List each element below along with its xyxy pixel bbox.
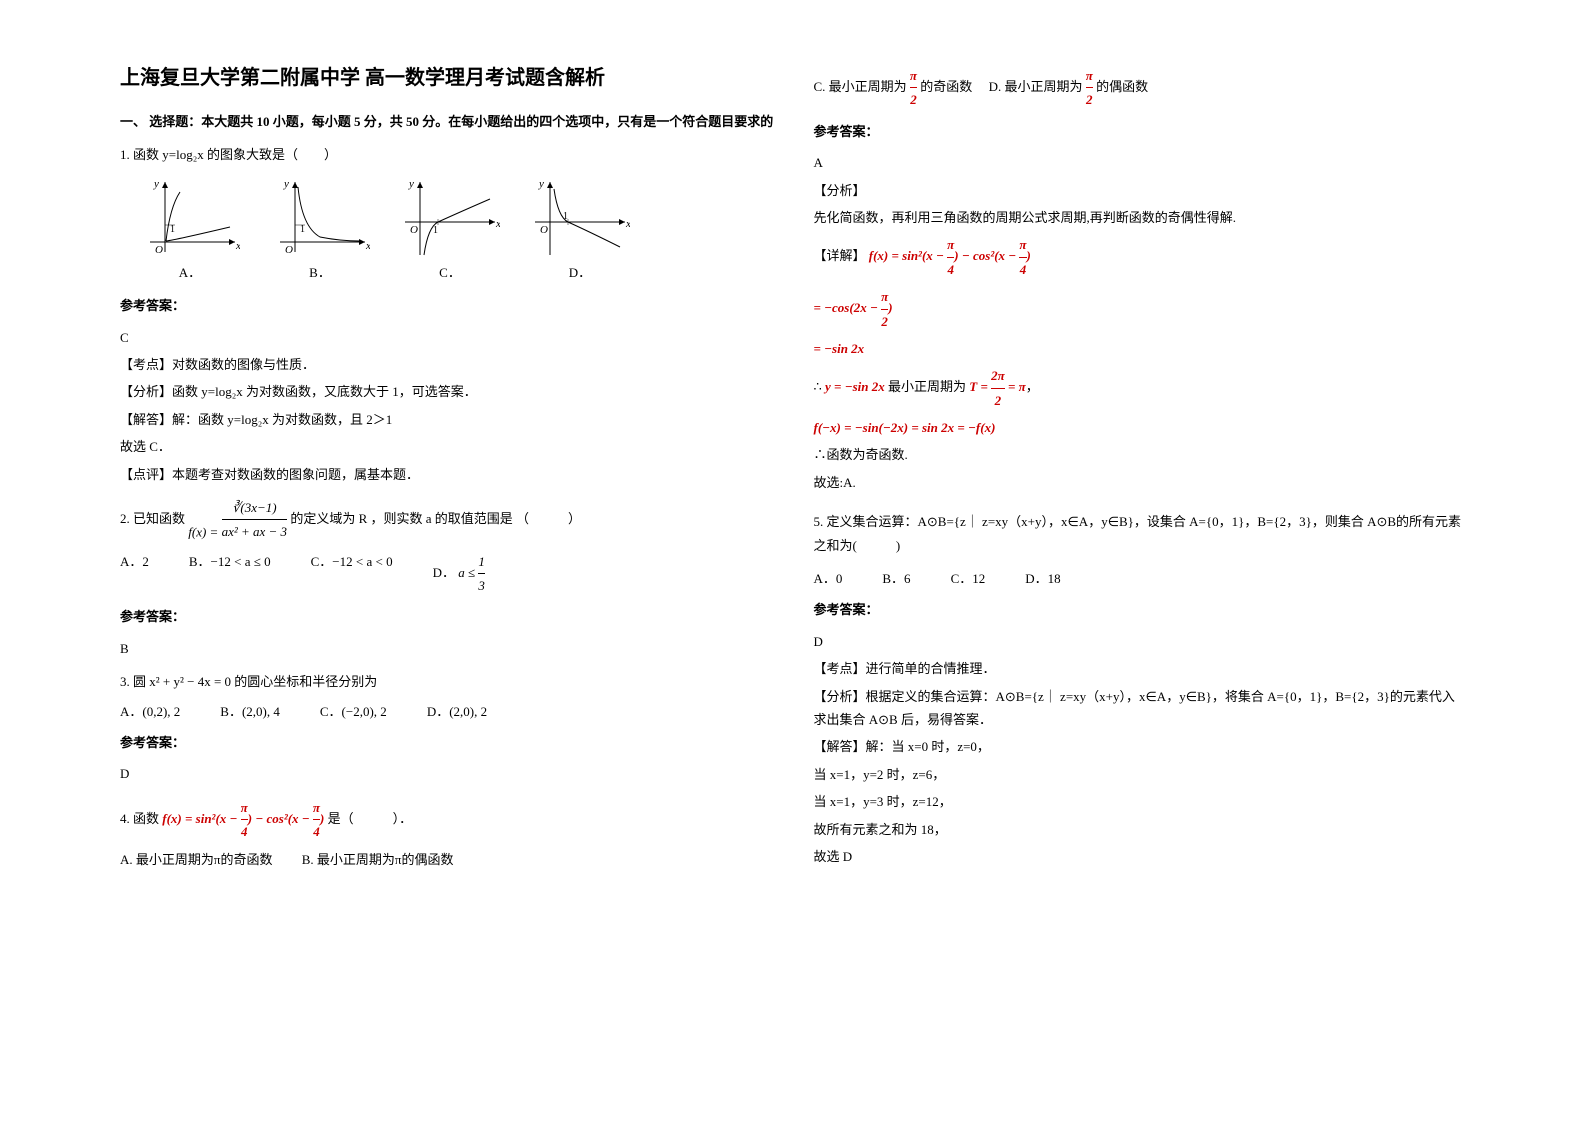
q4-step2: = −sin 2x bbox=[814, 337, 1468, 360]
svg-text:1: 1 bbox=[563, 211, 568, 222]
question-2: 2. 已知函数 f(x) = ∛(3x−1)ax² + ax − 3 的定义域为… bbox=[120, 496, 774, 660]
svg-text:y: y bbox=[538, 178, 544, 190]
svg-text:y: y bbox=[408, 178, 414, 190]
q1-graph-b: x y O 1 B． bbox=[270, 177, 370, 284]
q1-text: 1. 函数 y=log₂x 的图象大致是（ ） bbox=[120, 143, 774, 166]
q3-opt-c: C．(−2,0), 2 bbox=[320, 700, 387, 723]
q1-answer: C bbox=[120, 326, 774, 349]
svg-text:1: 1 bbox=[170, 224, 175, 235]
svg-text:O: O bbox=[540, 224, 548, 236]
graph-a-svg: x y O 1 bbox=[140, 177, 240, 257]
q5-answer-label: 参考答案： bbox=[814, 598, 1468, 621]
graph-d-svg: x y O 1 bbox=[530, 177, 630, 257]
q4-answer-label: 参考答案： bbox=[814, 120, 1468, 143]
graph-b-svg: x y O 1 bbox=[270, 177, 370, 257]
q5-a3: 【解答】解：当 x=0 时，z=0， bbox=[814, 735, 1468, 758]
graph-c-svg: x y O 1 bbox=[400, 177, 500, 257]
q4-detail-formula: f(x) = sin²(x − π4) − cos²(x − π4) bbox=[869, 248, 1031, 263]
pi-over-2-d: π2 bbox=[1086, 64, 1093, 112]
svg-text:y: y bbox=[153, 178, 159, 190]
question-4: 4. 函数 f(x) = sin²(x − π4) − cos²(x − π4)… bbox=[120, 796, 774, 871]
q4-odd: f(−x) = −sin(−2x) = sin 2x = −f(x) bbox=[814, 416, 1468, 439]
q4-formula: f(x) = sin²(x − π4) − cos²(x − π4) bbox=[162, 811, 324, 826]
q2-options: A．2 B．−12 < a ≤ 0 C．−12 < a < 0 D． a ≤ 1… bbox=[120, 550, 774, 598]
q5-opt-d: D．18 bbox=[1025, 567, 1060, 590]
q5-a1: 【考点】进行简单的合情推理． bbox=[814, 657, 1468, 680]
q5-answer: D bbox=[814, 630, 1468, 653]
q4-period: ∴ y = −sin 2x 最小正周期为 T = 2π2 = π， bbox=[814, 364, 1468, 412]
question-5: 5. 定义集合运算：A⊙B={z｜ z=xy（x+y），x∈A，y∈B}，设集合… bbox=[814, 510, 1468, 868]
q4-a6: 故选:A. bbox=[814, 471, 1468, 494]
q2-opt-d: D． a ≤ 13 bbox=[433, 550, 485, 598]
svg-text:O: O bbox=[410, 224, 418, 236]
q5-a4: 当 x=1，y=2 时，z=6， bbox=[814, 763, 1468, 786]
q3-options: A．(0,2), 2 B．(2,0), 4 C．(−2,0), 2 D．(2,0… bbox=[120, 700, 774, 723]
q1-a2: 【分析】函数 y=log₂x 为对数函数，又底数大于 1，可选答案． bbox=[120, 380, 774, 403]
q3-answer-label: 参考答案： bbox=[120, 731, 774, 754]
svg-text:x: x bbox=[365, 240, 370, 252]
svg-text:1: 1 bbox=[433, 225, 438, 236]
pi-over-2-c: π2 bbox=[910, 64, 917, 112]
q4-opts-cd: C. 最小正周期为 π2 的奇函数 D. 最小正周期为 π2 的偶函数 bbox=[814, 64, 1468, 112]
q1-opt-c: C． bbox=[439, 261, 461, 284]
svg-text:1: 1 bbox=[300, 224, 305, 235]
q3-opt-b: B．(2,0), 4 bbox=[220, 700, 280, 723]
q1-a4: 故选 C． bbox=[120, 435, 774, 458]
q5-opt-b: B．6 bbox=[882, 567, 910, 590]
q2-answer: B bbox=[120, 637, 774, 660]
q2-opt-b: B．−12 < a ≤ 0 bbox=[189, 550, 271, 598]
q1-graph-d: x y O 1 D． bbox=[530, 177, 630, 284]
q4-answer: A bbox=[814, 151, 1468, 174]
q5-a5: 当 x=1，y=3 时，z=12， bbox=[814, 790, 1468, 813]
q4-a5: ∴函数为奇函数. bbox=[814, 443, 1468, 466]
svg-text:x: x bbox=[625, 218, 630, 230]
q1-graphs: x y O 1 A． x y O 1 bbox=[140, 177, 774, 284]
left-column: 上海复旦大学第二附属中学 高一数学理月考试题含解析 一、 选择题：本大题共 10… bbox=[100, 60, 794, 1062]
q3-opt-a: A．(0,2), 2 bbox=[120, 700, 180, 723]
q1-opt-a: A． bbox=[179, 261, 201, 284]
q1-answer-label: 参考答案： bbox=[120, 294, 774, 317]
section-1-header: 一、 选择题：本大题共 10 小题，每小题 5 分，共 50 分。在每小题给出的… bbox=[120, 110, 774, 133]
q1-opt-d: D． bbox=[569, 261, 591, 284]
q4-opts-ab: A. 最小正周期为π的奇函数 B. 最小正周期为π的偶函数 bbox=[120, 848, 774, 871]
q2-opt-a: A．2 bbox=[120, 550, 149, 598]
q4-step1: = −cos(2x − π2) bbox=[814, 285, 1468, 333]
q5-text: 5. 定义集合运算：A⊙B={z｜ z=xy（x+y），x∈A，y∈B}，设集合… bbox=[814, 510, 1468, 557]
q3-text: 3. 圆 x² + y² − 4x = 0 的圆心坐标和半径分别为 bbox=[120, 670, 774, 693]
q2-answer-label: 参考答案： bbox=[120, 605, 774, 628]
q5-opt-a: A．0 bbox=[814, 567, 843, 590]
q1-a3: 【解答】解：函数 y=log₂x 为对数函数，且 2＞1 bbox=[120, 408, 774, 431]
q4-a3-line: 【详解】 f(x) = sin²(x − π4) − cos²(x − π4) bbox=[814, 233, 1468, 281]
svg-text:O: O bbox=[155, 244, 163, 256]
q3-answer: D bbox=[120, 762, 774, 785]
q2-text: 2. 已知函数 f(x) = ∛(3x−1)ax² + ax − 3 的定义域为… bbox=[120, 496, 774, 544]
q4-text: 4. 函数 f(x) = sin²(x − π4) − cos²(x − π4)… bbox=[120, 796, 774, 844]
q4-a1: 【分析】 bbox=[814, 179, 1468, 202]
svg-text:O: O bbox=[285, 244, 293, 256]
q5-a7: 故选 D bbox=[814, 845, 1468, 868]
q5-a2: 【分析】根据定义的集合运算：A⊙B={z｜ z=xy（x+y），x∈A，y∈B}… bbox=[814, 685, 1468, 732]
page-title: 上海复旦大学第二附属中学 高一数学理月考试题含解析 bbox=[120, 60, 774, 96]
question-1: 1. 函数 y=log₂x 的图象大致是（ ） x y O 1 A． bbox=[120, 143, 774, 486]
q5-a6: 故所有元素之和为 18， bbox=[814, 818, 1468, 841]
svg-text:x: x bbox=[235, 240, 240, 252]
svg-text:x: x bbox=[495, 218, 500, 230]
svg-text:y: y bbox=[283, 178, 289, 190]
question-3: 3. 圆 x² + y² − 4x = 0 的圆心坐标和半径分别为 A．(0,2… bbox=[120, 670, 774, 786]
q4-a2: 先化简函数，再利用三角函数的周期公式求周期,再判断函数的奇偶性得解. bbox=[814, 206, 1468, 229]
q5-opt-c: C．12 bbox=[951, 567, 986, 590]
q2-formula: f(x) = ∛(3x−1)ax² + ax − 3 bbox=[188, 496, 287, 544]
q1-a5: 【点评】本题考查对数函数的图象问题，属基本题． bbox=[120, 463, 774, 486]
q5-options: A．0 B．6 C．12 D．18 bbox=[814, 567, 1468, 590]
q1-graph-a: x y O 1 A． bbox=[140, 177, 240, 284]
q2-opt-c: C．−12 < a < 0 bbox=[311, 550, 393, 598]
right-column: C. 最小正周期为 π2 的奇函数 D. 最小正周期为 π2 的偶函数 参考答案… bbox=[794, 60, 1488, 1062]
q1-opt-b: B． bbox=[309, 261, 331, 284]
q3-opt-d: D．(2,0), 2 bbox=[427, 700, 487, 723]
q1-a1: 【考点】对数函数的图像与性质． bbox=[120, 353, 774, 376]
q1-graph-c: x y O 1 C． bbox=[400, 177, 500, 284]
